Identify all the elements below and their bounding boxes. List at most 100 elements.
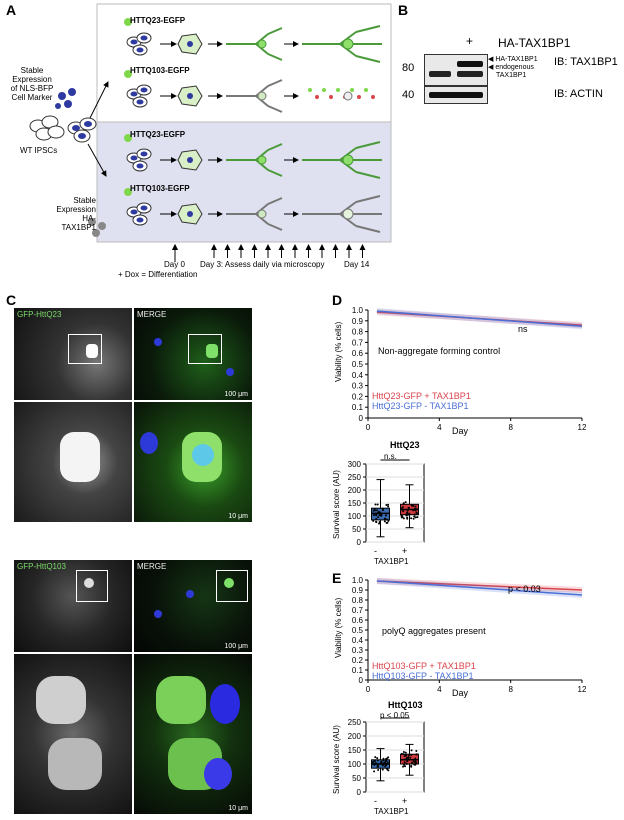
nucleus bbox=[154, 338, 162, 346]
neuron-mature bbox=[302, 141, 382, 179]
neuron-soma-zoom bbox=[60, 432, 100, 482]
line-y-tick-label: 0.3 bbox=[352, 382, 364, 391]
box-point bbox=[387, 519, 390, 522]
line-y-tick-label: 0 bbox=[359, 414, 364, 423]
neuron-soma bbox=[86, 344, 98, 358]
box-point bbox=[402, 750, 405, 753]
stable-bfp-line: Stable bbox=[20, 66, 44, 75]
box-y-tick-label: 0 bbox=[357, 788, 362, 797]
micro-q23-merge-zoom: 10 μm bbox=[134, 402, 252, 522]
stable-tax-line: Expression bbox=[56, 205, 96, 214]
panel-a-schematic bbox=[29, 3, 392, 262]
nucleus bbox=[186, 590, 194, 598]
micro-q23-gfp-zoom bbox=[14, 402, 132, 522]
blot-tax1bp1 bbox=[424, 54, 488, 86]
micro-q103-merge-zoom: 10 μm bbox=[134, 654, 252, 814]
box-point bbox=[415, 753, 418, 756]
nucleus bbox=[154, 610, 162, 618]
degenerating-fragment bbox=[322, 88, 326, 92]
band-endogenous-plus bbox=[457, 71, 483, 77]
line-y-tick-label: 0.7 bbox=[352, 338, 364, 347]
d-box-xlabel: TAX1BP1 bbox=[374, 557, 409, 566]
scalebar-10: 10 μm bbox=[228, 805, 248, 812]
e-note: polyQ aggregates present bbox=[382, 626, 486, 636]
line-y-tick-label: 0.2 bbox=[352, 656, 364, 665]
d-note: Non-aggregate forming control bbox=[378, 346, 501, 356]
neuron-early bbox=[226, 143, 283, 177]
line-x-tick-label: 8 bbox=[508, 685, 513, 694]
mw-80: 80 bbox=[402, 62, 415, 74]
lane-plus: + bbox=[466, 34, 474, 48]
zoom-box bbox=[216, 570, 248, 602]
gfp-particle bbox=[124, 70, 132, 78]
box-point bbox=[373, 770, 376, 773]
box-point bbox=[400, 514, 403, 517]
line-y-tick-label: 0.5 bbox=[352, 360, 364, 369]
neuron-soma bbox=[224, 578, 234, 588]
box-point bbox=[405, 762, 408, 765]
box-point bbox=[378, 522, 381, 525]
d-xlabel: Day bbox=[452, 426, 469, 436]
box-point bbox=[402, 517, 405, 520]
progenitor-nucleus bbox=[187, 157, 193, 163]
neuron-soma bbox=[206, 344, 218, 358]
progenitor-nucleus bbox=[187, 41, 193, 47]
box-point bbox=[414, 505, 417, 508]
e-line-ylabel: Viability (% cells) bbox=[334, 597, 343, 659]
degenerating-fragment bbox=[308, 88, 312, 92]
ha-tax-header: HA-TAX1BP1 bbox=[498, 36, 571, 50]
e-legend-red: HttQ103-GFP + TAX1BP1 bbox=[372, 661, 476, 671]
micro-q23-gfp-label: GFP-HttQ23 bbox=[17, 310, 62, 319]
gfp-particle bbox=[124, 18, 132, 26]
box-point bbox=[373, 760, 376, 763]
panel-label-e: E bbox=[332, 570, 342, 586]
bfp-particles bbox=[55, 88, 76, 109]
box-point bbox=[414, 757, 417, 760]
band-labels: ◀ HA-TAX1BP1 ◀ endogenous TAX1BP1 bbox=[488, 56, 538, 80]
panel-e-text: Viability (% cells) p < 0.03 polyQ aggre… bbox=[330, 576, 624, 820]
box-point bbox=[372, 514, 375, 517]
box-point bbox=[385, 757, 388, 760]
neuron-soma-zoom bbox=[48, 738, 102, 790]
timeline-day3: Day 3: Assess daily via microscopy bbox=[200, 260, 325, 269]
neuron-soma-early bbox=[257, 91, 267, 101]
panel-e-charts: 00.10.20.30.40.50.60.70.80.91.00 4 8 120501… bbox=[348, 576, 587, 797]
line-y-tick-label: 1.0 bbox=[352, 306, 364, 315]
box-point bbox=[401, 508, 404, 511]
box-point bbox=[413, 515, 416, 518]
d-legend-red: HttQ23-GFP + TAX1BP1 bbox=[372, 391, 471, 401]
neuron-soma-mature bbox=[342, 38, 354, 50]
nucleus-zoom bbox=[192, 444, 214, 466]
box-point bbox=[374, 756, 377, 759]
box-point bbox=[376, 757, 379, 760]
scalebar-100: 100 μm bbox=[224, 643, 249, 650]
e-annotation: p < 0.03 bbox=[508, 584, 541, 594]
box-y-tick-label: 100 bbox=[348, 760, 362, 769]
e-box-xlabel: TAX1BP1 bbox=[374, 807, 409, 816]
degenerating-fragment bbox=[329, 95, 333, 99]
box-point bbox=[386, 761, 389, 764]
timeline-day14: Day 14 bbox=[344, 260, 370, 269]
box-point bbox=[405, 754, 408, 757]
line-y-tick-label: 0.1 bbox=[352, 666, 364, 675]
box-point bbox=[406, 512, 409, 515]
zoom-box bbox=[76, 570, 108, 602]
e-xlabel: Day bbox=[452, 688, 469, 698]
box-point bbox=[412, 760, 415, 763]
box-y-tick-label: 50 bbox=[352, 525, 361, 534]
box-point bbox=[415, 507, 418, 510]
cell-nucleus bbox=[140, 205, 148, 211]
box-y-tick-label: 250 bbox=[348, 473, 362, 482]
box-point bbox=[407, 757, 410, 760]
neuron-early bbox=[226, 79, 283, 113]
box-point bbox=[383, 520, 386, 523]
line-y-tick-label: 0.7 bbox=[352, 606, 364, 615]
box-point bbox=[409, 756, 412, 759]
box-point bbox=[381, 768, 384, 771]
cell-nucleus bbox=[140, 151, 148, 157]
box-y-tick-label: 200 bbox=[348, 486, 362, 495]
box-point bbox=[375, 520, 378, 523]
d-annotation: ns bbox=[518, 324, 528, 334]
band-label-endo-text2: TAX1BP1 bbox=[496, 72, 527, 79]
panel-c-micrographs: GFP-HttQ23 MERGE 100 μm 10 μm GFP-HttQ10… bbox=[14, 308, 322, 816]
